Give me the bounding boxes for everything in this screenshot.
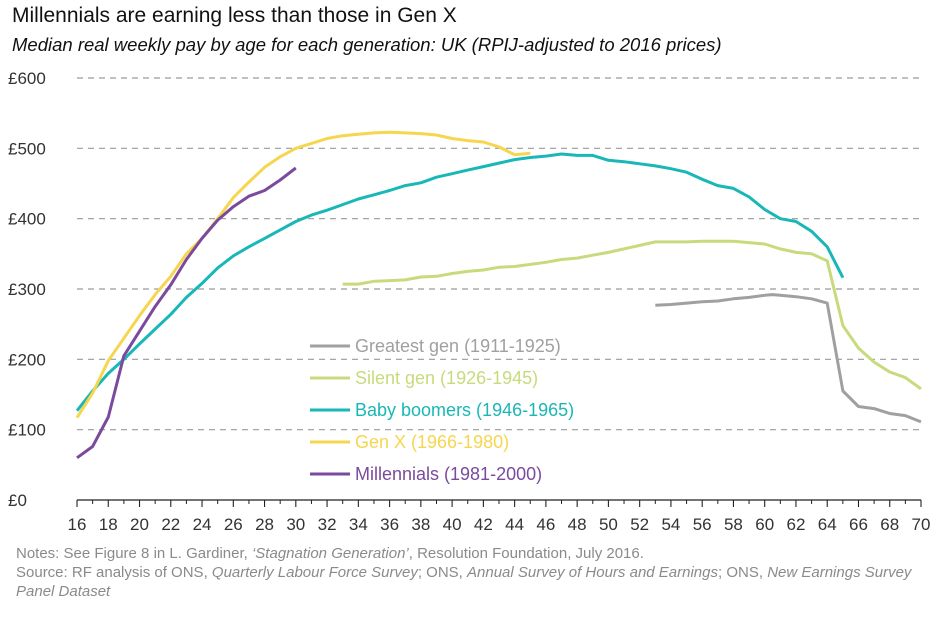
x-tick-label: 46	[536, 515, 555, 534]
y-tick-label: £100	[8, 421, 46, 440]
x-tick-label: 44	[505, 515, 524, 534]
x-tick-label: 68	[880, 515, 899, 534]
y-tick-label: £500	[8, 139, 46, 158]
legend-label-4: Millennials (1981-2000)	[355, 464, 542, 484]
series-line-0	[655, 293, 922, 424]
x-tick-label: 50	[599, 515, 618, 534]
x-tick-label: 16	[68, 515, 87, 534]
x-tick-label: 42	[474, 515, 493, 534]
x-tick-label: 58	[724, 515, 743, 534]
y-tick-label: £400	[8, 210, 46, 229]
legend-label-1: Silent gen (1926-1945)	[355, 368, 538, 388]
series-line-3	[75, 130, 531, 419]
x-tick-label: 38	[411, 515, 430, 534]
x-tick-label: 66	[849, 515, 868, 534]
x-tick-label: 70	[912, 515, 931, 534]
notes: Notes: See Figure 8 in L. Gardiner, ‘Sta…	[16, 544, 936, 601]
y-tick-label: £0	[8, 491, 27, 510]
y-tick-label: £300	[8, 280, 46, 299]
legend-label-0: Greatest gen (1911-1925)	[355, 336, 561, 356]
x-tick-label: 30	[286, 515, 305, 534]
x-tick-label: 28	[255, 515, 274, 534]
chart-title: Millennials are earning less than those …	[12, 4, 457, 27]
axes: £0 £100 £200 £300 £400 £500 £600 16 18 20 22 24 26 28…	[8, 69, 930, 534]
x-tick-label: 26	[224, 515, 243, 534]
y-tick-label: £600	[8, 69, 46, 88]
legend-label-3: Gen X (1966-1980)	[355, 432, 509, 452]
x-tick-label: 24	[193, 515, 212, 534]
chart-subtitle: Median real weekly pay by age for each g…	[12, 34, 722, 55]
legend-label-2: Baby boomers (1946-1965)	[355, 400, 574, 420]
series-line-2	[75, 152, 845, 412]
x-tick-label: 60	[755, 515, 774, 534]
line-chart: £0 £100 £200 £300 £400 £500 £600 16 18 20 22 24 26 28…	[8, 69, 930, 534]
x-tick-label: 64	[818, 515, 837, 534]
x-tick-label: 54	[661, 515, 680, 534]
series-line-1	[342, 239, 922, 391]
x-tick-label: 52	[630, 515, 649, 534]
series-lines	[75, 130, 922, 460]
x-tick-label: 48	[568, 515, 587, 534]
x-tick-label: 56	[693, 515, 712, 534]
y-tick-label: £200	[8, 350, 46, 369]
notes-line-1: Notes: See Figure 8 in L. Gardiner, ‘Sta…	[16, 545, 644, 562]
series-line-4	[76, 166, 297, 460]
x-tick-label: 34	[349, 515, 368, 534]
notes-line-2: Source: RF analysis of ONS, Quarterly La…	[16, 564, 912, 600]
x-tick-label: 40	[443, 515, 462, 534]
x-tick-label: 20	[130, 515, 149, 534]
x-tick-label: 36	[380, 515, 399, 534]
x-tick-label: 32	[318, 515, 337, 534]
legend: Greatest gen (1911-1925) Silent gen (1926…	[310, 336, 574, 484]
x-tick-label: 22	[161, 515, 180, 534]
x-tick-label: 62	[787, 515, 806, 534]
x-tick-label: 18	[99, 515, 118, 534]
